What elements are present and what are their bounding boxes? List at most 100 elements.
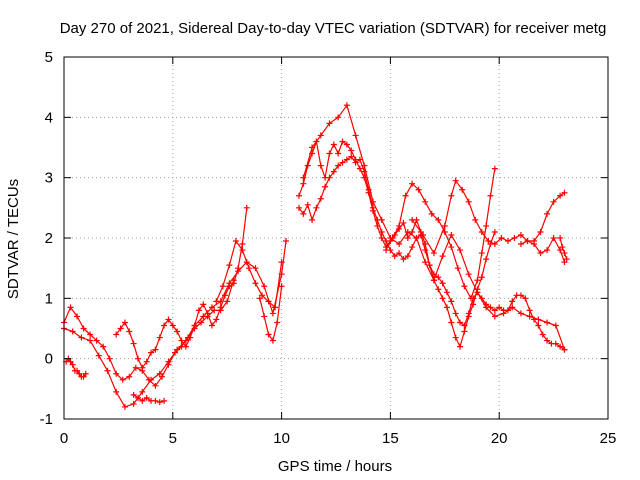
data-point — [182, 343, 189, 350]
data-point — [535, 316, 542, 323]
data-point — [550, 198, 557, 205]
data-point — [278, 259, 285, 266]
data-point — [511, 235, 518, 241]
data-point — [369, 204, 376, 211]
data-point — [552, 322, 559, 329]
data-point — [335, 150, 342, 157]
data-point — [517, 241, 524, 248]
data-point — [156, 399, 163, 406]
data-point — [213, 298, 220, 305]
data-point — [526, 313, 533, 320]
data-point — [415, 186, 422, 193]
data-point — [239, 241, 246, 248]
series-trace — [559, 237, 568, 260]
data-point — [496, 304, 503, 311]
data-point — [517, 292, 524, 299]
data-point — [461, 283, 468, 290]
data-point — [396, 222, 403, 229]
data-point — [139, 397, 146, 404]
data-point — [465, 310, 472, 317]
data-point — [343, 156, 350, 163]
data-point — [252, 265, 259, 272]
data-point — [119, 376, 126, 383]
series-arc-10 — [300, 102, 568, 353]
data-point — [117, 325, 124, 332]
data-point — [400, 256, 407, 263]
data-point — [426, 262, 433, 269]
data-point — [106, 355, 113, 362]
data-point — [454, 265, 461, 272]
data-point — [259, 292, 266, 299]
data-point — [483, 222, 490, 229]
data-point — [439, 253, 446, 260]
data-point — [448, 192, 455, 199]
data-point — [491, 228, 498, 235]
data-point — [352, 159, 359, 166]
y-tick-label: 5 — [45, 49, 53, 66]
data-point — [498, 235, 505, 241]
x-tick-label: 10 — [273, 430, 290, 447]
data-point — [443, 304, 450, 311]
data-point — [265, 298, 272, 305]
data-point — [132, 364, 139, 371]
data-point — [226, 262, 233, 269]
data-point — [87, 337, 94, 344]
data-point — [93, 337, 100, 344]
data-point — [213, 316, 220, 323]
data-point — [478, 274, 485, 281]
data-point — [474, 289, 481, 296]
data-point — [509, 304, 516, 311]
data-point — [559, 244, 566, 251]
data-point — [300, 210, 307, 217]
series-trace — [63, 280, 235, 387]
data-point — [491, 241, 498, 248]
data-point — [356, 165, 363, 172]
data-point — [130, 340, 137, 347]
data-point — [422, 259, 429, 266]
series-arc-3 — [113, 204, 250, 371]
data-point — [296, 192, 303, 199]
data-point — [274, 319, 281, 326]
data-point — [522, 295, 529, 302]
data-point — [348, 147, 355, 154]
y-tick-label: 3 — [45, 170, 53, 187]
data-point — [335, 162, 342, 169]
data-point — [309, 144, 316, 151]
data-point — [478, 228, 485, 235]
data-point — [143, 394, 150, 401]
data-point — [296, 204, 303, 211]
data-point — [74, 313, 81, 320]
data-point — [256, 295, 263, 302]
data-point — [67, 358, 74, 365]
data-point — [443, 289, 450, 296]
data-point — [526, 307, 533, 314]
data-point — [134, 394, 141, 401]
series-arc-7 — [256, 283, 285, 344]
series-arc-1 — [61, 277, 237, 389]
data-point — [561, 259, 568, 266]
series-arc-12 — [383, 165, 498, 302]
series-arc-4 — [63, 355, 89, 380]
data-point — [391, 253, 398, 260]
data-point — [143, 358, 150, 365]
data-point — [272, 304, 279, 311]
data-point — [448, 244, 455, 251]
data-point — [245, 265, 252, 272]
data-point — [557, 192, 564, 199]
data-point — [339, 159, 346, 166]
data-point — [326, 150, 333, 157]
data-point — [448, 231, 455, 238]
data-point — [452, 334, 459, 341]
data-point — [439, 280, 446, 287]
series-arc-13 — [517, 189, 568, 248]
data-point — [535, 322, 542, 329]
data-point — [557, 343, 564, 350]
data-point — [435, 286, 442, 293]
data-point — [422, 198, 429, 205]
data-point — [561, 346, 568, 353]
y-tick-label: 0 — [45, 351, 53, 368]
data-point — [224, 298, 231, 305]
data-point — [524, 238, 531, 245]
data-point — [459, 186, 466, 193]
data-point — [261, 313, 268, 320]
